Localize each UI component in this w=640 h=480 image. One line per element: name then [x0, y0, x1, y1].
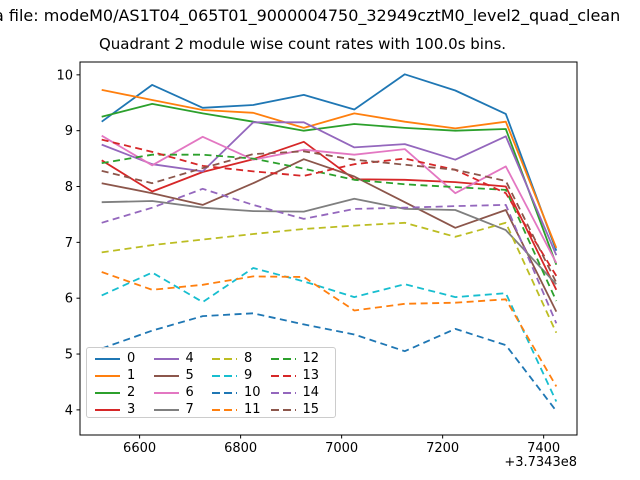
series-line-11 [101, 271, 558, 387]
legend-item-7: 7 [153, 401, 213, 418]
legend-line-sample-1 [95, 374, 120, 377]
legend-line-sample-2 [95, 391, 120, 394]
series-line-3 [101, 140, 558, 291]
legend-line-sample-12 [270, 357, 296, 360]
series-line-4 [101, 121, 558, 256]
series-line-2 [101, 103, 558, 266]
legend-label-0: 0 [127, 351, 136, 366]
figure-title: a file: modeM0/AS1T04_065T01_9000004750_… [0, 6, 621, 25]
legend-line-sample-3 [95, 408, 120, 411]
legend-line-sample-10 [212, 391, 237, 394]
legend-label-1: 1 [127, 368, 136, 383]
legend-item-6: 6 [153, 384, 213, 401]
series-line-13 [101, 138, 558, 277]
x-tick-label: 7200 [426, 441, 459, 456]
series-line-1 [101, 89, 558, 249]
legend-label-9: 9 [244, 368, 253, 383]
legend-line-sample-11 [212, 408, 237, 411]
legend: 0 1 2 3 4 5 6 7 8 9 10 11 12 13 14 15 [86, 347, 336, 418]
y-tick-label: 8 [65, 180, 73, 195]
series-line-0 [101, 73, 558, 252]
legend-item-9: 9 [212, 367, 271, 384]
legend-line-sample-4 [153, 357, 179, 360]
series-line-10 [101, 312, 558, 412]
series-line-5 [101, 158, 558, 313]
legend-item-10: 10 [212, 384, 271, 401]
legend-label-2: 2 [127, 385, 136, 400]
series-line-7 [101, 197, 557, 285]
legend-label-7: 7 [185, 402, 194, 417]
legend-item-8: 8 [212, 350, 271, 367]
x-tick-label: 7400 [527, 441, 560, 456]
legend-label-12: 12 [302, 351, 320, 366]
axes-title: Quadrant 2 module wise count rates with … [98, 35, 507, 53]
legend-label-4: 4 [185, 351, 194, 366]
y-tick-label: 6 [65, 292, 73, 307]
legend-item-4: 4 [153, 350, 213, 367]
legend-item-15: 15 [270, 401, 330, 418]
legend-item-5: 5 [153, 367, 213, 384]
legend-line-sample-6 [153, 391, 179, 394]
legend-label-3: 3 [127, 402, 136, 417]
legend-label-11: 11 [244, 402, 261, 417]
legend-item-0: 0 [95, 350, 154, 367]
legend-line-sample-9 [212, 374, 237, 377]
legend-item-12: 12 [270, 350, 330, 367]
legend-item-2: 2 [95, 384, 154, 401]
legend-line-sample-15 [270, 408, 296, 411]
x-tick-label: 6600 [123, 441, 156, 456]
legend-line-sample-14 [270, 391, 296, 394]
legend-line-sample-8 [212, 357, 237, 360]
series-line-9 [101, 267, 558, 402]
legend-line-sample-13 [270, 374, 296, 377]
legend-line-sample-7 [153, 408, 179, 411]
y-tick-label: 10 [56, 68, 73, 83]
legend-item-3: 3 [95, 401, 154, 418]
legend-item-11: 11 [212, 401, 271, 418]
y-tick-label: 4 [65, 403, 73, 418]
legend-line-sample-0 [95, 357, 120, 360]
series-line-15 [101, 150, 558, 284]
legend-label-13: 13 [302, 368, 320, 383]
legend-label-8: 8 [244, 351, 253, 366]
y-tick-label: 5 [65, 348, 73, 363]
legend-label-10: 10 [244, 385, 261, 400]
legend-label-5: 5 [185, 368, 194, 383]
legend-item-14: 14 [270, 384, 330, 401]
legend-label-15: 15 [302, 402, 320, 417]
legend-label-14: 14 [302, 385, 320, 400]
legend-line-sample-5 [153, 374, 179, 377]
series-line-8 [101, 221, 558, 334]
axes-frame [79, 61, 578, 436]
legend-item-13: 13 [270, 367, 330, 384]
series-line-14 [101, 187, 558, 324]
legend-item-1: 1 [95, 367, 154, 384]
y-tick-label: 9 [65, 124, 73, 139]
y-tick-label: 7 [65, 236, 73, 251]
series-line-6 [101, 134, 558, 264]
x-tick-label: 6800 [224, 441, 257, 456]
x-tick-label: 7000 [325, 441, 358, 456]
legend-label-6: 6 [185, 385, 194, 400]
series-line-12 [101, 153, 558, 302]
x-axis-offset-label: +3.7343e8 [504, 455, 577, 470]
